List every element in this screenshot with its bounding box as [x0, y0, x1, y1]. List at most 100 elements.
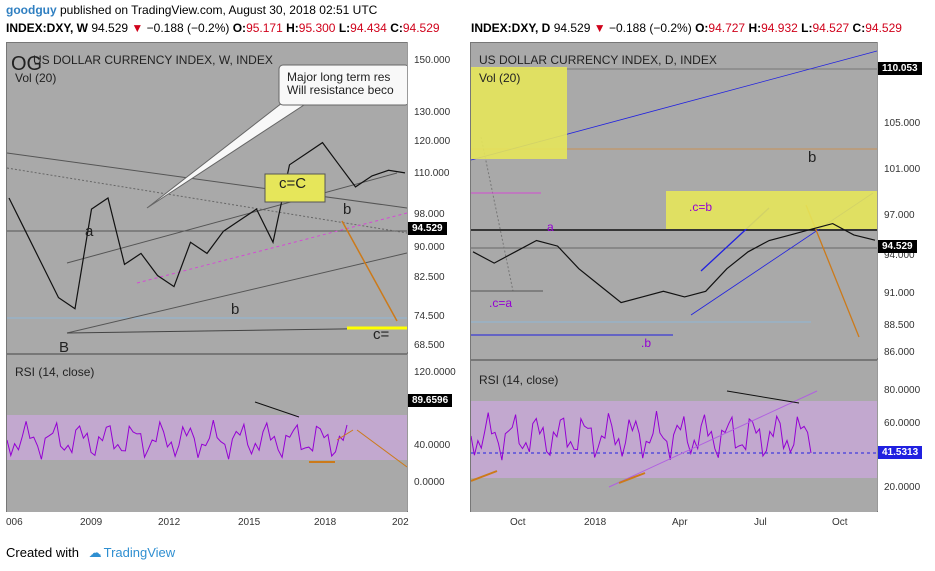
target-box-label: c=C — [279, 175, 307, 192]
last-price-badge: 94.529 — [878, 240, 917, 253]
price-tick: 94.000 — [884, 250, 915, 261]
rsi-tick: 80.0000 — [884, 385, 921, 396]
o-label: O: — [232, 21, 247, 35]
wave-label-b: b — [231, 301, 240, 318]
divergence-line — [254, 401, 300, 418]
rsi-band — [7, 415, 407, 460]
left-chart-title: US DOLLAR CURRENCY INDEX, W, INDEX — [33, 53, 273, 67]
projection-line — [356, 429, 407, 468]
last-price-badge: 94.529 — [408, 222, 447, 235]
o-label: O: — [695, 21, 709, 35]
chart-header: goodguy published on TradingView.com, Au… — [6, 3, 377, 17]
left-rsi-svg — [7, 401, 407, 468]
time-tick: 2015 — [238, 517, 261, 528]
callout-line-1: Major long term res — [287, 70, 391, 84]
author-name[interactable]: goodguy — [6, 3, 57, 17]
trend-line — [7, 152, 407, 209]
wave-label-c-a: .c=a — [489, 296, 513, 310]
price-tick: 74.500 — [414, 311, 445, 322]
price-tick: 91.000 — [884, 288, 915, 299]
time-tick: Oct — [510, 517, 526, 528]
vol-label[interactable]: Vol (20) — [479, 71, 521, 85]
trend-line — [136, 212, 407, 284]
c-value: 94.529 — [402, 21, 440, 35]
time-tick: 202 — [392, 517, 409, 528]
l-value: 94.434 — [350, 21, 387, 35]
price-tick: 97.000 — [884, 210, 915, 221]
rsi-tick: 20.0000 — [884, 482, 921, 493]
rsi-title[interactable]: RSI (14, close) — [479, 373, 559, 387]
price-tick: 82.500 — [414, 272, 445, 283]
rsi-last-badge: 41.5313 — [878, 446, 923, 459]
time-tick: Jul — [754, 517, 767, 528]
symbol-name: INDEX:DXY, D — [471, 21, 551, 35]
wave-label-B: B — [59, 339, 70, 354]
right-symbol-info: INDEX:DXY, D 94.529 ▼ −0.188 (−0.2%) O:9… — [471, 21, 902, 35]
target-box — [666, 191, 877, 229]
symbol-change: −0.188 (−0.2%) — [146, 21, 230, 35]
price-tick: 101.000 — [884, 164, 921, 175]
price-tick: 68.500 — [414, 340, 445, 351]
symbol-price: 94.529 — [91, 21, 129, 35]
rsi-arrow — [336, 429, 354, 441]
tradingview-link[interactable]: TradingView — [103, 545, 176, 560]
right-price-panel[interactable]: US DOLLAR CURRENCY INDEX, D, INDEX Vol (… — [470, 42, 878, 360]
wave-label-b: b — [343, 201, 352, 218]
trend-line — [66, 252, 407, 334]
price-tick: 86.000 — [884, 347, 915, 358]
left-time-axis[interactable]: 006 2009 2012 2015 2018 202 — [6, 512, 463, 536]
wave-label-a: a — [547, 220, 554, 234]
vol-label[interactable]: Vol (20) — [15, 71, 57, 85]
rsi-tick: 60.0000 — [884, 418, 921, 429]
trend-line — [7, 167, 407, 234]
footer: Created with ☁ TradingView — [6, 545, 175, 561]
o-value: 94.727 — [708, 21, 746, 35]
c-value: 94.529 — [865, 21, 902, 35]
right-rsi-axis[interactable]: 80.0000 60.0000 20.0000 41.5313 — [877, 360, 934, 511]
left-price-panel[interactable]: OG US DOLLAR CURRENCY INDEX, W, INDEX Vo… — [6, 42, 408, 354]
c-label: C: — [852, 21, 866, 35]
down-arrow-icon: ▼ — [593, 21, 606, 35]
wave-label-b: .b — [641, 336, 652, 350]
time-tick: 006 — [6, 517, 23, 528]
right-price-svg — [471, 50, 877, 338]
price-tick: 120.000 — [414, 136, 451, 147]
left-rsi-axis[interactable]: 120.0000 40.0000 0.0000 89.6596 — [407, 354, 464, 511]
rsi-tick: 120.0000 — [414, 367, 456, 378]
og-label: OG — [11, 53, 43, 75]
price-tick: 88.500 — [884, 320, 915, 331]
support-line — [471, 470, 498, 482]
rsi-series — [471, 411, 812, 461]
right-chart-title: US DOLLAR CURRENCY INDEX, D, INDEX — [479, 53, 717, 67]
price-tick: 90.000 — [414, 242, 445, 253]
price-tick: 98.000 — [414, 209, 445, 220]
c-label: C: — [390, 21, 403, 35]
right-price-axis[interactable]: 110.053 105.000 101.000 97.000 94.000 91… — [877, 42, 934, 358]
left-price-axis[interactable]: 150.000 130.000 120.000 110.000 98.000 9… — [407, 42, 464, 352]
callout-line-2: Will resistance beco — [287, 83, 394, 97]
time-tick: 2018 — [314, 517, 337, 528]
right-time-axis[interactable]: Oct 2018 Apr Jul Oct — [470, 512, 933, 536]
right-rsi-svg — [471, 390, 877, 488]
price-tick: 110.000 — [414, 168, 450, 179]
symbol-name: INDEX:DXY, W — [6, 21, 89, 35]
rsi-title[interactable]: RSI (14, close) — [15, 365, 95, 379]
symbol-change: −0.188 (−0.2%) — [608, 21, 692, 35]
rsi-band — [471, 401, 877, 478]
trend-line — [480, 136, 514, 292]
rsi-tick: 0.0000 — [414, 477, 445, 488]
l-value: 94.527 — [812, 21, 850, 35]
symbol-price: 94.529 — [553, 21, 591, 35]
h-value: 95.300 — [298, 21, 336, 35]
rsi-tick: 40.0000 — [414, 440, 451, 451]
left-rsi-panel[interactable]: RSI (14, close) — [6, 354, 408, 513]
publish-info: published on TradingView.com, August 30,… — [60, 3, 378, 17]
callout-box — [278, 64, 407, 106]
left-symbol-info: INDEX:DXY, W 94.529 ▼ −0.188 (−0.2%) O:9… — [6, 21, 440, 35]
tradingview-logo-icon[interactable]: ☁ — [88, 545, 102, 560]
right-rsi-panel[interactable]: RSI (14, close) — [470, 360, 878, 513]
projection-arrow — [341, 220, 398, 322]
target-box — [264, 173, 326, 203]
h-value: 94.932 — [761, 21, 798, 35]
l-label: L: — [801, 21, 813, 35]
